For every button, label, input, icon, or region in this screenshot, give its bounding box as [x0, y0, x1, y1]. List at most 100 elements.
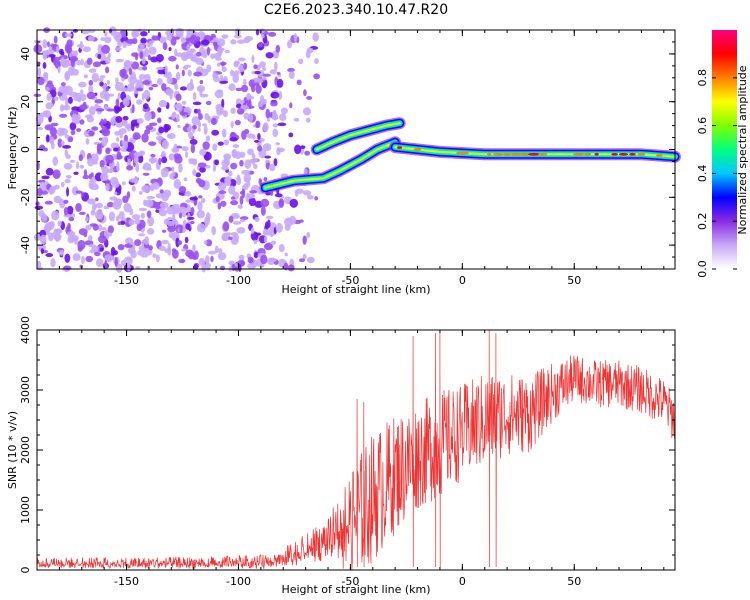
noise-speck: [101, 136, 108, 147]
noise-speck: [218, 190, 227, 195]
noise-speck: [136, 99, 143, 105]
noise-speck: [260, 198, 270, 208]
noise-speck: [264, 155, 272, 159]
noise-speck: [91, 126, 99, 131]
noise-speck: [221, 98, 225, 109]
noise-speck: [257, 145, 263, 152]
noise-speck: [237, 204, 243, 209]
noise-speck: [168, 47, 172, 52]
noise-speck: [201, 50, 208, 59]
noise-speck: [69, 159, 76, 163]
noise-speck: [44, 200, 53, 205]
noise-speck: [128, 219, 135, 226]
noise-speck: [178, 186, 187, 193]
noise-speck: [63, 214, 73, 218]
noise-speck: [217, 202, 222, 210]
noise-speck: [100, 118, 104, 129]
noise-speck: [288, 71, 295, 79]
snr-y-ticks: 0 1000 2000 3000 4000: [19, 316, 675, 574]
noise-speck: [196, 51, 202, 57]
colorbar-tick-label: 0.6: [696, 117, 709, 135]
noise-speck: [274, 193, 283, 198]
noise-speck: [138, 191, 143, 195]
noise-speck: [219, 80, 229, 84]
noise-speck: [60, 58, 69, 67]
noise-speck: [217, 46, 224, 55]
noise-speck: [33, 44, 43, 54]
noise-speck: [220, 200, 227, 207]
noise-speck: [186, 43, 190, 51]
noise-speck: [210, 255, 214, 263]
noise-speck: [79, 119, 85, 125]
noise-speck: [251, 152, 256, 160]
noise-speck: [228, 236, 233, 241]
noise-speck: [262, 143, 272, 152]
noise-speck: [87, 235, 93, 241]
spectral-hotspot: [637, 152, 646, 156]
noise-speck: [64, 33, 73, 37]
noise-speck: [262, 122, 269, 132]
noise-speck: [126, 165, 134, 171]
noise-speck: [221, 165, 229, 171]
noise-speck: [100, 172, 109, 182]
noise-speck: [243, 112, 250, 120]
noise-speck: [78, 154, 83, 162]
noise-speck: [104, 91, 110, 102]
noise-speck: [66, 205, 74, 215]
noise-speck: [236, 39, 246, 44]
noise-speck: [120, 120, 129, 125]
noise-speck: [198, 113, 203, 121]
noise-speck: [112, 201, 122, 210]
noise-speck: [250, 227, 255, 234]
colorbar-label: Normalized spectral amplitude: [736, 65, 749, 234]
noise-speck: [123, 134, 129, 143]
noise-speck: [217, 38, 226, 47]
noise-speck: [162, 229, 167, 233]
noise-speck: [224, 232, 233, 236]
noise-speck: [255, 120, 261, 129]
noise-speck: [189, 139, 198, 146]
noise-speck: [246, 193, 256, 199]
noise-speck: [81, 255, 85, 265]
noise-speck: [175, 71, 181, 81]
noise-speck: [115, 215, 120, 222]
noise-speck: [275, 44, 281, 53]
noise-speck: [163, 189, 172, 198]
noise-speck: [185, 223, 191, 230]
noise-speck: [192, 91, 197, 101]
noise-speck: [280, 107, 288, 115]
noise-speck: [178, 212, 183, 219]
noise-speck: [178, 163, 183, 173]
noise-speck: [253, 239, 258, 245]
noise-speck: [140, 212, 146, 219]
noise-speck: [251, 54, 255, 63]
noise-speck: [221, 34, 229, 39]
noise-speck: [60, 140, 65, 147]
noise-speck: [157, 107, 162, 113]
noise-speck: [136, 118, 144, 124]
y-tick-label: 40: [19, 47, 32, 61]
noise-speck: [101, 227, 107, 231]
noise-speck: [314, 196, 319, 201]
noise-speck: [75, 190, 83, 194]
noise-speck: [184, 151, 189, 158]
noise-speck: [255, 84, 262, 94]
noise-speck: [302, 190, 312, 196]
noise-speck: [258, 28, 266, 34]
noise-speck: [105, 154, 114, 164]
noise-speck: [130, 122, 135, 132]
noise-speck: [148, 40, 153, 47]
noise-speck: [108, 255, 115, 259]
noise-speck: [71, 113, 78, 124]
noise-speck: [90, 172, 94, 178]
colorbar-tick-label: 0.2: [696, 212, 709, 230]
noise-speck: [243, 178, 249, 182]
noise-speck: [161, 83, 167, 91]
noise-speck: [276, 147, 281, 156]
noise-speck: [47, 80, 53, 85]
noise-speck: [95, 202, 104, 209]
noise-speck: [42, 39, 48, 49]
noise-speck: [39, 234, 47, 245]
noise-speck: [88, 179, 94, 190]
noise-speck: [92, 203, 96, 213]
